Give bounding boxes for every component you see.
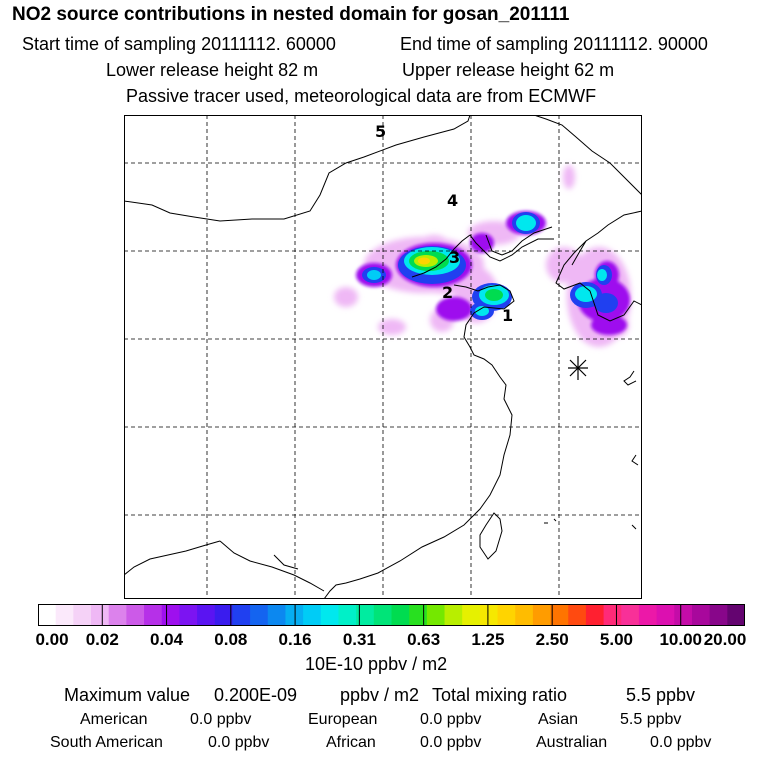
colorbar-units: 10E-10 ppbv / m2 [305, 654, 448, 674]
colorbar-swatch [462, 604, 481, 626]
colorbar-swatch [426, 604, 446, 626]
colorbar-border [38, 604, 745, 626]
colorbar-swatch [126, 604, 145, 626]
colorbar-swatch [621, 604, 640, 626]
colorbar-swatch [568, 604, 587, 626]
colorbar-swatch [356, 604, 375, 626]
colorbar-tick-label: 0.08 [214, 630, 248, 649]
colorbar-swatch [285, 604, 304, 626]
colorbar-swatch [709, 604, 728, 626]
colorbar-swatch [38, 604, 57, 626]
colorbar-swatch [550, 604, 569, 626]
region-value-american: 0.0 ppbv [190, 711, 252, 728]
region-value-asian: 5.5 ppbv [620, 711, 682, 728]
colorbar-swatch [532, 604, 552, 626]
colorbar-tick-label: 1.25 [471, 630, 505, 649]
colorbar-swatch [108, 604, 127, 626]
colorbar-swatch [250, 604, 269, 626]
colorbar-tick-label: 0.16 [278, 630, 312, 649]
graticule [124, 115, 642, 599]
colorbar-swatch [320, 604, 339, 626]
colorbar-swatch [727, 604, 745, 626]
colorbar-swatch [409, 604, 428, 626]
colorbar-swatch [338, 604, 357, 626]
colorbar-tick-label: 5.00 [599, 630, 633, 649]
region-value-south-american: 0.0 ppbv [208, 734, 270, 751]
plot-title: NO2 source contributions in nested domai… [12, 4, 570, 25]
max-value-label: Maximum value [64, 685, 191, 705]
region-label-1: 1 [502, 306, 513, 325]
sampling-start-time: Start time of sampling 20111112. 60000 [22, 34, 336, 54]
region-value-european: 0.0 ppbv [420, 711, 482, 728]
colorbar-swatch [479, 604, 499, 626]
colorbar-swatch [55, 604, 74, 626]
colorbar-swatch [497, 604, 516, 626]
colorbar-tick-label: 0.31 [342, 630, 376, 649]
region-name-south-american: South American [50, 734, 163, 751]
colorbar-swatch [585, 604, 605, 626]
colorbar-tick-label: 10.00 [659, 630, 702, 649]
colorbar-tick-label: 0.04 [149, 630, 184, 649]
colorbar-swatch [691, 604, 711, 626]
colorbar-swatch [73, 604, 92, 626]
region-name-american: American [80, 711, 148, 728]
region-label-5: 5 [375, 122, 386, 141]
colorbar-tick-label: 0.02 [85, 630, 119, 649]
region-value-african: 0.0 ppbv [420, 734, 482, 751]
colorbar-swatch [214, 604, 233, 626]
upper-release-height: Upper release height 62 m [402, 60, 615, 80]
colorbar-swatch [267, 604, 286, 626]
colorbar-tick-label: 0.63 [407, 630, 441, 649]
colorbar-swatch [161, 604, 180, 626]
colorbar-swatch [515, 604, 534, 626]
region-name-australian: Australian [536, 734, 608, 751]
colorbar-swatch [144, 604, 163, 626]
colorbar-swatch [656, 604, 675, 626]
colorbar-swatch [603, 604, 622, 626]
lower-release-height: Lower release height 82 m [106, 60, 319, 80]
colorbar-swatch [179, 604, 198, 626]
colorbar-swatch [373, 604, 392, 626]
colorbar-tick-label: 0.00 [35, 630, 69, 649]
total-mixing-value: 5.5 ppbv [626, 685, 696, 705]
tracer-note: Passive tracer used, meteorological data… [126, 86, 597, 106]
region-label-3: 3 [449, 248, 460, 267]
region-value-australian: 0.0 ppbv [650, 734, 712, 751]
colorbar-swatch [674, 604, 693, 626]
colorbar-swatch [303, 604, 322, 626]
max-value: 0.200E-09 [214, 685, 298, 705]
colorbar-tick-label: 2.50 [535, 630, 569, 649]
region-label-2: 2 [442, 283, 453, 302]
region-name-european: European [308, 711, 378, 728]
sampling-end-time: End time of sampling 20111112. 90000 [400, 34, 708, 54]
region-label-4: 4 [447, 191, 458, 210]
region-name-asian: Asian [538, 711, 579, 728]
colorbar-swatch [232, 604, 251, 626]
max-value-unit: ppbv / m2 [340, 685, 420, 705]
colorbar-tick-label: 20.00 [703, 630, 747, 649]
colorbar-swatch [197, 604, 216, 626]
colorbar-swatch [391, 604, 410, 626]
colorbar-swatch [91, 604, 110, 626]
colorbar-swatch [638, 604, 658, 626]
colorbar-swatch [444, 604, 463, 626]
colorbar [38, 604, 745, 626]
plume-core [367, 215, 607, 316]
total-mixing-label: Total mixing ratio [432, 685, 568, 705]
asterisk-receptor-icon [568, 356, 588, 380]
contribution-map: 1 2 3 4 5 [124, 115, 642, 599]
region-name-african: African [326, 734, 376, 751]
